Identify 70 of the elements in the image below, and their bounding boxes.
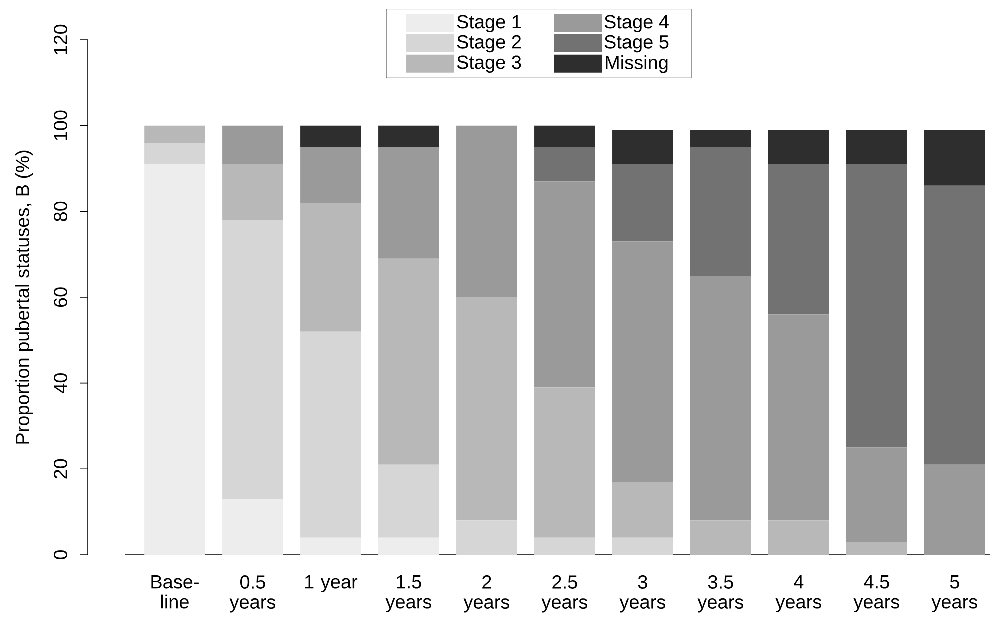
bar [612,164,674,242]
legend-label: Stage 2 [457,35,522,53]
bar [924,130,986,186]
bar [534,388,596,538]
bar [534,126,596,148]
bar [378,464,440,538]
x-tick-label: 3.5 years [698,576,744,613]
x-tick-label: Base- line [152,576,199,609]
bar [222,220,284,500]
bar [768,314,830,521]
x-tick-label: 4 years [776,576,822,613]
bar [300,147,362,204]
bar [612,242,674,482]
x-tick-label: 1 year [305,576,358,593]
bar [300,538,362,555]
x-tick-label: 1.5 years [386,576,432,613]
bar [378,126,440,148]
bar [690,130,752,148]
bar [924,186,986,465]
legend-label: Stage 1 [457,15,522,32]
bar [222,499,284,555]
bar [144,164,206,555]
bar [378,147,440,259]
x-tick-label: 2 years [464,576,510,613]
bar [846,130,908,164]
y-tick-label: 80 [54,202,68,222]
bar [534,182,596,388]
bar [690,276,752,521]
x-tick-label: 4.5 years [854,576,900,613]
bar [456,520,518,555]
y-tick-label: 0 [54,550,68,560]
x-tick-label: 5 years [932,576,978,613]
bar [534,147,596,182]
y-tick-label: 20 [54,459,68,479]
bar [456,126,518,298]
y-tick-label: 40 [54,374,68,394]
bar [456,297,518,521]
bar [300,332,362,538]
bar [690,147,752,276]
bar [924,464,986,555]
bar [612,482,674,538]
bar [768,164,830,315]
y-axis-title: Proportion pubertal statuses, B (%) [15,150,34,444]
x-tick-label: 0.5 years [230,576,276,613]
bar [768,130,830,164]
legend-label: Stage 3 [457,56,522,73]
bar [612,538,674,555]
bar [690,520,752,555]
bar [534,538,596,555]
bar [846,542,908,555]
legend-label: Stage 5 [604,35,669,53]
bar [144,142,206,164]
bar [378,538,440,555]
bar [144,126,206,143]
bar [222,126,284,164]
bar [300,203,362,332]
legend-label: Missing [606,56,668,74]
bar [378,258,440,465]
x-tick-label: 3 years [620,576,666,613]
y-tick-label: 120 [54,24,68,54]
bar [846,164,908,448]
bar [768,520,830,555]
bar [612,130,674,164]
x-tick-label: 2.5 years [542,576,588,613]
bar [300,126,362,148]
bar [222,164,284,220]
legend-label: Stage 4 [604,15,669,32]
bar [846,448,908,542]
y-tick-label: 100 [54,110,68,140]
y-tick-label: 60 [54,288,68,308]
